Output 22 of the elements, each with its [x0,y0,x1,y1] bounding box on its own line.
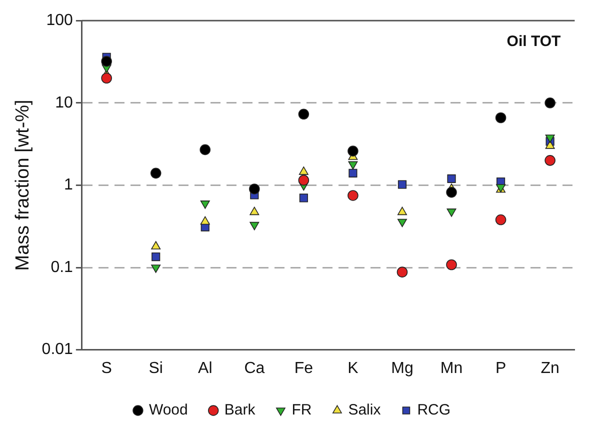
x-tick-label: K [348,360,359,377]
x-tick-label: P [495,360,506,377]
legend-label: Wood [148,402,188,419]
y-tick-label: 0.01 [42,341,74,358]
y-tick-label: 100 [46,12,74,30]
x-tick-label: Al [198,360,212,377]
x-tick-label: Fe [294,360,314,377]
y-tick-label: 10 [55,94,74,112]
legend-label: RCG [417,402,451,419]
x-tick-label: Mn [440,360,463,377]
x-tick-label: Ca [244,360,265,377]
y-axis-title: Mass fraction [wt-%] [12,100,34,271]
x-tick-label: Si [148,360,163,377]
y-tick-label: 0.1 [50,258,74,276]
x-tick-label: S [101,360,112,377]
legend-label: Salix [348,402,382,419]
legend-label: FR [292,402,312,419]
x-tick-label: Mg [391,360,414,377]
x-tick-label: Zn [540,360,560,377]
y-tick-label: 1 [64,176,74,194]
legend-label: Bark [224,402,256,419]
text: Oil TOT [506,33,561,50]
